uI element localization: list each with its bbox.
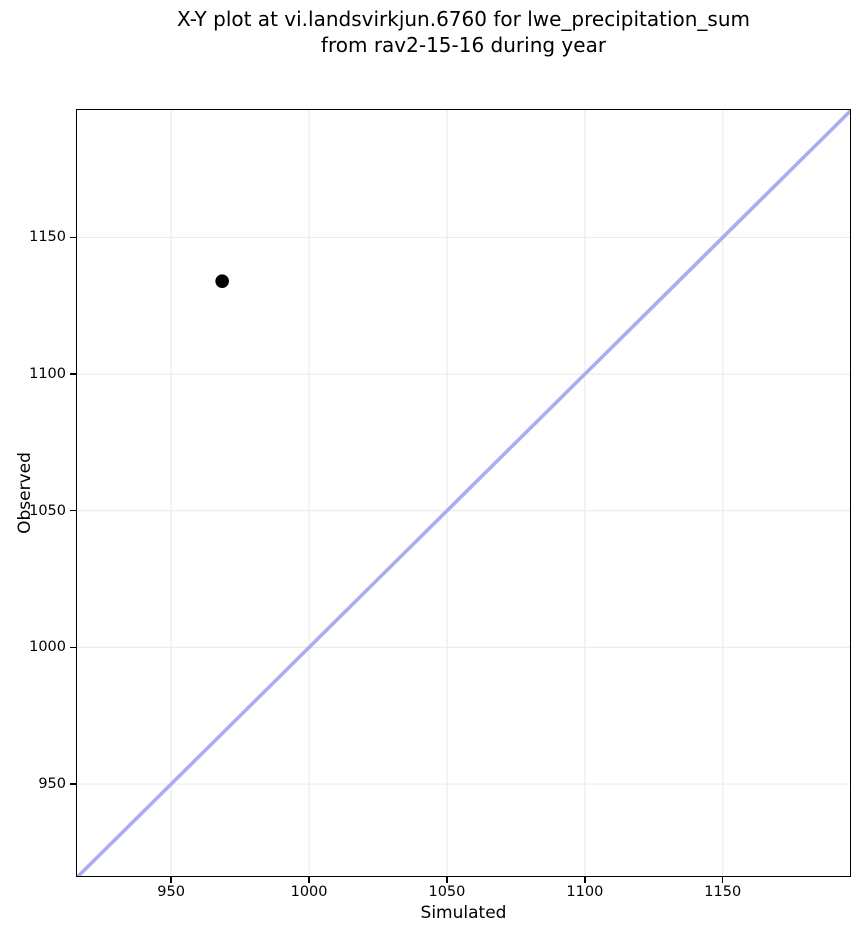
y-tick-950 xyxy=(70,783,76,785)
x-tick-1150 xyxy=(722,877,724,883)
x-tick-950 xyxy=(170,877,172,883)
x-tick-label-1100: 1100 xyxy=(566,884,604,900)
x-tick-1050 xyxy=(446,877,448,883)
data-point xyxy=(215,274,229,288)
y-axis-label: Observed xyxy=(15,452,35,534)
x-axis-label: Simulated xyxy=(420,903,507,923)
y-tick-1000 xyxy=(70,646,76,649)
x-tick-1100 xyxy=(584,877,586,883)
y-tick-label-1050: 1050 xyxy=(29,502,66,519)
plot-spines xyxy=(76,109,851,877)
chart-title: X-Y plot at vi.landsvirkjun.6760 for lwe… xyxy=(177,7,750,57)
y-tick-1100 xyxy=(70,373,76,375)
plot-area xyxy=(76,109,851,877)
x-tick-label-950: 950 xyxy=(157,884,185,900)
y-tick-label-1150: 1150 xyxy=(29,229,66,246)
y-tick-1050 xyxy=(70,510,76,512)
x-tick-label-1150: 1150 xyxy=(704,884,742,900)
y-tick-label-1000: 1000 xyxy=(29,639,66,656)
x-tick-label-1000: 1000 xyxy=(290,884,328,900)
x-tick-1000 xyxy=(308,877,310,883)
x-tick-label-1050: 1050 xyxy=(428,884,466,900)
identity-line xyxy=(76,109,851,877)
y-tick-label-950: 950 xyxy=(38,776,66,793)
y-tick-label-1100: 1100 xyxy=(29,366,66,383)
y-tick-1150 xyxy=(70,236,76,239)
